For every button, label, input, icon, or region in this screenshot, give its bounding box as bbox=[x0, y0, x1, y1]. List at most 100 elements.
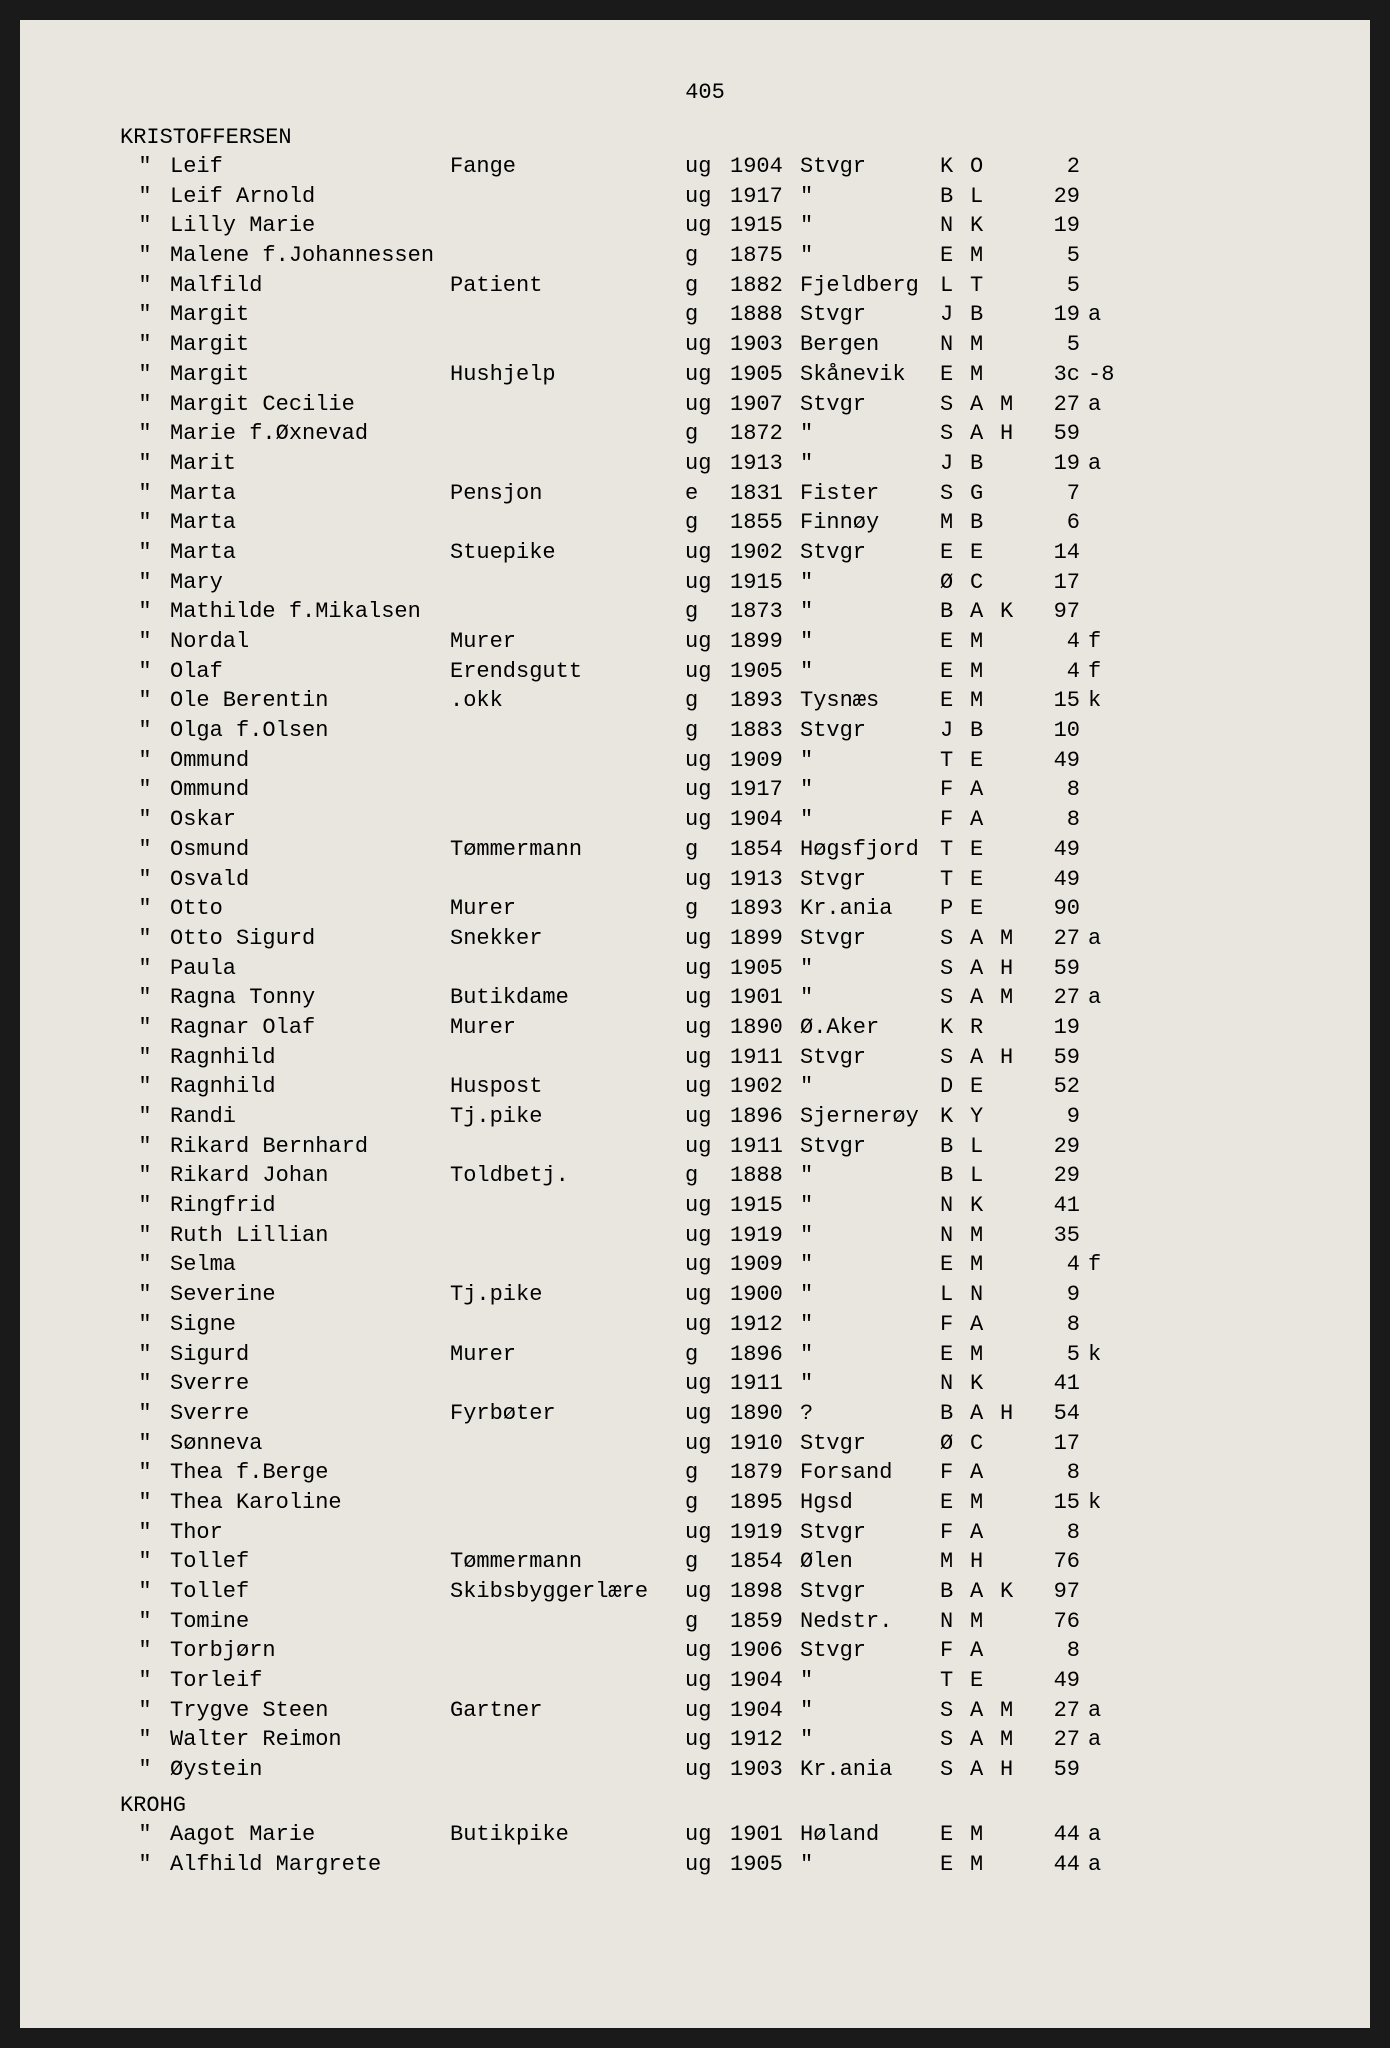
person-name: Mary bbox=[170, 568, 450, 598]
ditto-mark: " bbox=[120, 1013, 170, 1043]
marital-status: ug bbox=[685, 1043, 730, 1073]
person-name: Thea f.Berge bbox=[170, 1458, 450, 1488]
code-3 bbox=[1000, 1340, 1030, 1370]
marital-status: ug bbox=[685, 627, 730, 657]
code-2: E bbox=[970, 1666, 1000, 1696]
suffix: k bbox=[1080, 1488, 1140, 1518]
place: " bbox=[800, 449, 940, 479]
marital-status: ug bbox=[685, 1666, 730, 1696]
ditto-mark: " bbox=[120, 1636, 170, 1666]
code-1: S bbox=[940, 390, 970, 420]
birth-year: 1879 bbox=[730, 1458, 800, 1488]
suffix: k bbox=[1080, 686, 1140, 716]
code-3 bbox=[1000, 182, 1030, 212]
suffix bbox=[1080, 1310, 1140, 1340]
person-name: Sønneva bbox=[170, 1429, 450, 1459]
code-1: Ø bbox=[940, 1429, 970, 1459]
birth-year: 1882 bbox=[730, 271, 800, 301]
entry-row: "Ringfridug1915"NK41 bbox=[120, 1191, 1290, 1221]
marital-status: ug bbox=[685, 1755, 730, 1785]
code-2: G bbox=[970, 479, 1000, 509]
occupation bbox=[450, 1725, 685, 1755]
entry-row: "Paulaug1905"SAH59 bbox=[120, 954, 1290, 984]
marital-status: ug bbox=[685, 1696, 730, 1726]
code-1: N bbox=[940, 211, 970, 241]
occupation bbox=[450, 746, 685, 776]
place: ? bbox=[800, 1399, 940, 1429]
person-name: Margit bbox=[170, 300, 450, 330]
suffix bbox=[1080, 271, 1140, 301]
entry-row: "Øysteinug1903Kr.aniaSAH59 bbox=[120, 1755, 1290, 1785]
code-2: A bbox=[970, 1310, 1000, 1340]
ditto-mark: " bbox=[120, 1850, 170, 1880]
ditto-mark: " bbox=[120, 686, 170, 716]
code-3: H bbox=[1000, 1043, 1030, 1073]
birth-year: 1904 bbox=[730, 1696, 800, 1726]
entry-row: "Torleifug1904"TE49 bbox=[120, 1666, 1290, 1696]
code-3 bbox=[1000, 1666, 1030, 1696]
place: Stvgr bbox=[800, 1429, 940, 1459]
marital-status: g bbox=[685, 1547, 730, 1577]
code-1: N bbox=[940, 330, 970, 360]
code-2: M bbox=[970, 330, 1000, 360]
code-3 bbox=[1000, 775, 1030, 805]
code-2: B bbox=[970, 300, 1000, 330]
number: 52 bbox=[1030, 1072, 1080, 1102]
suffix bbox=[1080, 1518, 1140, 1548]
code-1: K bbox=[940, 1102, 970, 1132]
code-2: A bbox=[970, 1458, 1000, 1488]
place: Stvgr bbox=[800, 1577, 940, 1607]
code-2: E bbox=[970, 538, 1000, 568]
code-2: T bbox=[970, 271, 1000, 301]
person-name: Marta bbox=[170, 479, 450, 509]
number: 97 bbox=[1030, 597, 1080, 627]
code-1: F bbox=[940, 1636, 970, 1666]
person-name: Trygve Steen bbox=[170, 1696, 450, 1726]
code-1: E bbox=[940, 686, 970, 716]
birth-year: 1919 bbox=[730, 1518, 800, 1548]
number: 9 bbox=[1030, 1102, 1080, 1132]
code-1: B bbox=[940, 1399, 970, 1429]
occupation: Hushjelp bbox=[450, 360, 685, 390]
entry-row: "Mathilde f.Mikalseng1873"BAK97 bbox=[120, 597, 1290, 627]
birth-year: 1911 bbox=[730, 1132, 800, 1162]
occupation: Murer bbox=[450, 1340, 685, 1370]
place: " bbox=[800, 1280, 940, 1310]
place: " bbox=[800, 1369, 940, 1399]
place: Kr.ania bbox=[800, 1755, 940, 1785]
number: 27 bbox=[1030, 924, 1080, 954]
suffix bbox=[1080, 865, 1140, 895]
ditto-mark: " bbox=[120, 1725, 170, 1755]
number: 44 bbox=[1030, 1850, 1080, 1880]
marital-status: ug bbox=[685, 568, 730, 598]
number: 7 bbox=[1030, 479, 1080, 509]
occupation: Gartner bbox=[450, 1696, 685, 1726]
suffix bbox=[1080, 805, 1140, 835]
code-2: M bbox=[970, 627, 1000, 657]
occupation bbox=[450, 954, 685, 984]
person-name: Tomine bbox=[170, 1607, 450, 1637]
place: " bbox=[800, 1250, 940, 1280]
ditto-mark: " bbox=[120, 1458, 170, 1488]
occupation bbox=[450, 775, 685, 805]
number: 5 bbox=[1030, 1340, 1080, 1370]
code-2: M bbox=[970, 1488, 1000, 1518]
number: 49 bbox=[1030, 746, 1080, 776]
place: Bergen bbox=[800, 330, 940, 360]
occupation bbox=[450, 1666, 685, 1696]
code-3 bbox=[1000, 1369, 1030, 1399]
code-1: S bbox=[940, 983, 970, 1013]
place: " bbox=[800, 597, 940, 627]
code-2: K bbox=[970, 1191, 1000, 1221]
birth-year: 1855 bbox=[730, 508, 800, 538]
entry-row: "Thea Karolineg1895HgsdEM15k bbox=[120, 1488, 1290, 1518]
code-2: A bbox=[970, 954, 1000, 984]
occupation bbox=[450, 449, 685, 479]
code-2: E bbox=[970, 1072, 1000, 1102]
marital-status: ug bbox=[685, 1191, 730, 1221]
code-3 bbox=[1000, 1250, 1030, 1280]
entry-row: "Osvaldug1913StvgrTE49 bbox=[120, 865, 1290, 895]
code-2: L bbox=[970, 182, 1000, 212]
entry-row: "Leif Arnoldug1917"BL29 bbox=[120, 182, 1290, 212]
occupation bbox=[450, 182, 685, 212]
